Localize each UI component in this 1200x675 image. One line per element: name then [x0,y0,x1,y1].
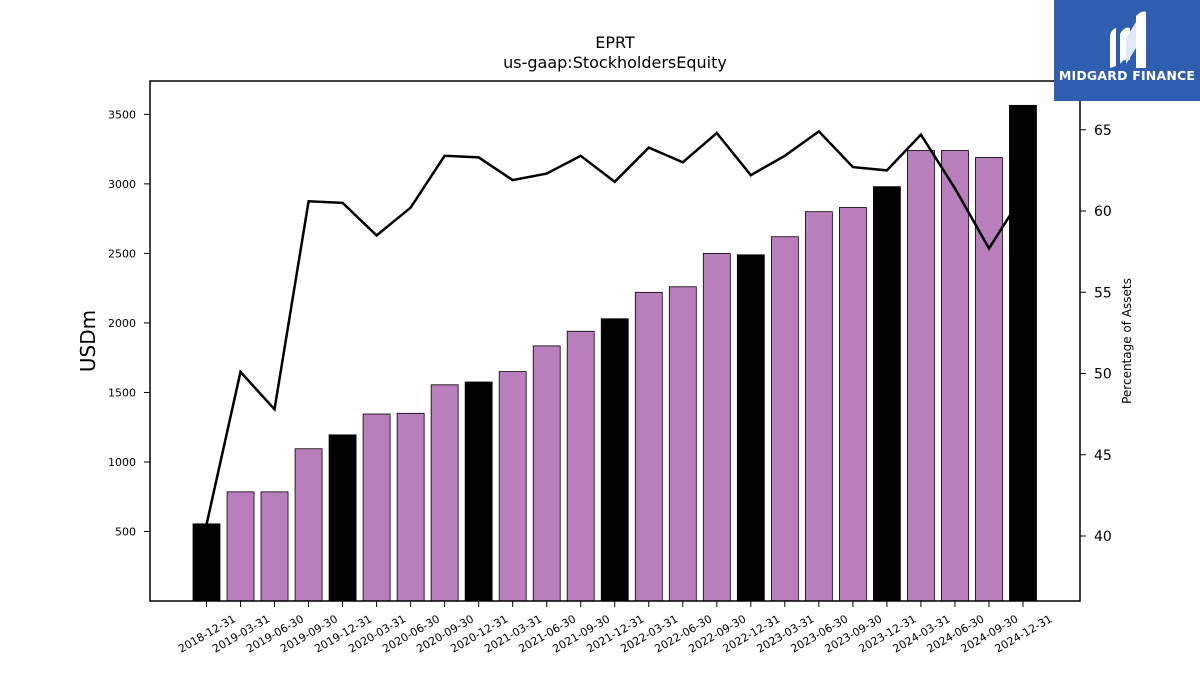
y-axis-label: USDm [76,310,100,372]
y-tick-label: 2000 [108,317,136,330]
y2-axis-label: Percentage of Assets [1120,278,1134,404]
y-tick-label: 2500 [108,247,136,260]
bar-2020-03-31 [362,413,391,602]
y2-tick-label: 65 [1094,123,1112,139]
bar-2023-09-30 [838,207,867,602]
bar-2019-12-31 [328,434,357,602]
chart-title: EPRT [595,33,635,52]
bar-2021-06-30 [532,345,561,602]
bar-2022-06-30 [668,286,697,602]
bar-2023-03-31 [770,236,799,602]
bar-2019-06-30 [260,491,289,602]
y-axis-right: 40 45 50 55 60 65 [1080,123,1112,545]
logo-mark-icon [1110,11,1146,68]
bar-2021-12-31 [600,318,629,602]
bar-2024-03-31 [907,150,935,602]
y-tick-label: 1500 [108,386,136,399]
x-axis: 2018-12-312019-03-312019-06-302019-09-30… [176,601,1054,656]
bar-2023-06-30 [804,211,833,602]
bar-2020-12-31 [464,381,493,602]
y-tick-label: 3000 [108,178,136,191]
bar-2024-09-30 [975,157,1003,602]
chart-subtitle: us-gaap:StockholdersEquity [503,53,727,72]
y2-tick-label: 45 [1094,448,1112,464]
bar-2019-09-30 [294,448,323,602]
bar-series [192,104,1037,602]
bar-2024-12-31 [1009,104,1037,602]
y-axis-left: 500 1000 1500 2000 2500 3000 3500 [108,108,150,538]
y2-tick-label: 50 [1094,367,1112,383]
y2-tick-label: 60 [1094,204,1112,220]
bar-2022-09-30 [702,253,731,602]
line-series [205,129,1025,525]
bar-2020-06-30 [396,412,425,602]
bar-2023-12-31 [873,186,901,602]
bar-2021-09-30 [566,330,595,602]
bar-2022-12-31 [736,254,765,602]
bar-2021-03-31 [498,371,527,602]
y2-tick-label: 55 [1094,285,1112,301]
bar-2018-12-31 [192,523,221,602]
y-tick-label: 500 [115,525,136,538]
bar-2022-03-31 [634,291,663,602]
midgard-finance-logo: MIDGARD FINANCE [1054,0,1200,101]
bar-2020-09-30 [430,384,459,602]
y-tick-label: 3500 [108,108,136,121]
logo-text: MIDGARD FINANCE [1058,68,1196,83]
y-tick-label: 1000 [108,456,136,469]
percentage-line [205,129,1025,525]
bar-2024-06-30 [941,150,969,602]
bar-2019-03-31 [226,491,255,602]
y2-tick-label: 40 [1094,529,1112,545]
